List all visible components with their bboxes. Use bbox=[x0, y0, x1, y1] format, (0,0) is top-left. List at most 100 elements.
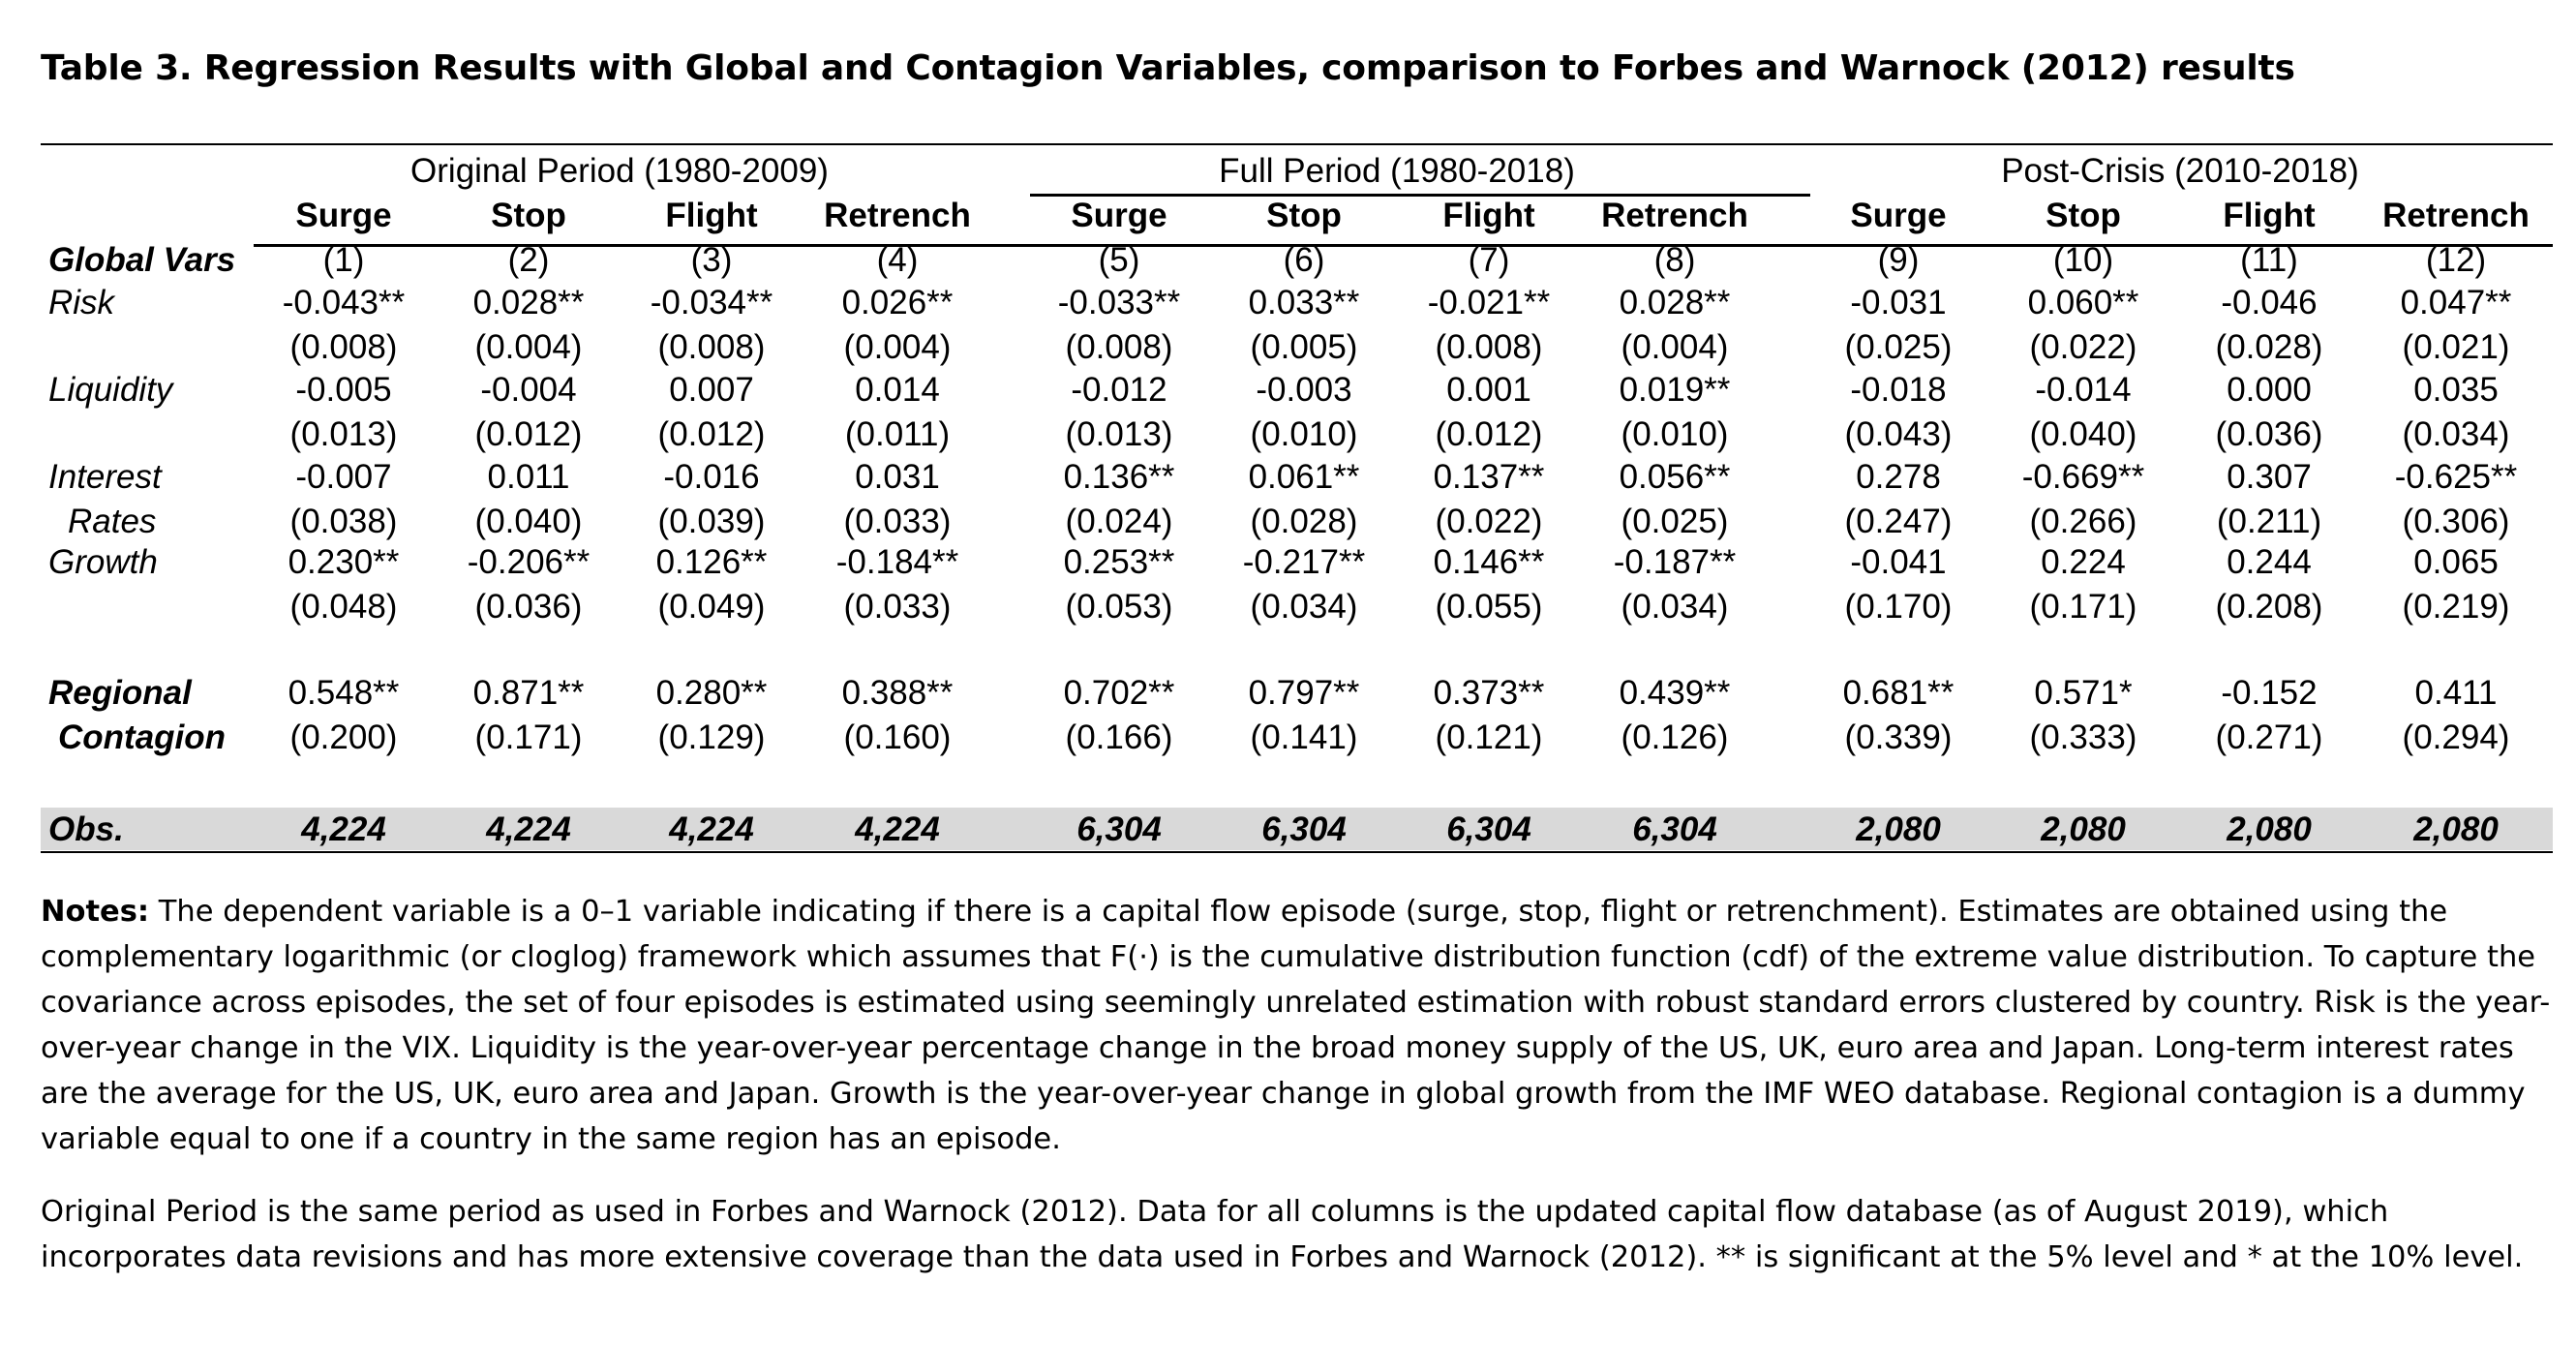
coefficient-cell: 0.031 bbox=[855, 458, 940, 496]
coefficient-cell: -0.041 bbox=[1850, 543, 1947, 581]
coefficient-cell: 0.548** bbox=[288, 674, 400, 712]
std-error-cell: (0.025) bbox=[1621, 503, 1729, 540]
std-error-cell: (0.008) bbox=[1065, 328, 1173, 366]
column-header-name: Surge bbox=[1071, 197, 1167, 234]
std-error-cell: (0.160) bbox=[843, 718, 952, 756]
column-header-number: (4) bbox=[876, 241, 919, 279]
std-error-cell: (0.028) bbox=[2215, 328, 2323, 366]
group-header: Post-Crisis (2010-2018) bbox=[2001, 152, 2359, 190]
coefficient-cell: 0.047** bbox=[2400, 284, 2512, 321]
coefficient-cell: -0.625** bbox=[2394, 458, 2518, 496]
std-error-cell: (0.306) bbox=[2402, 503, 2510, 540]
column-header-name: Flight bbox=[665, 197, 758, 234]
coefficient-cell: -0.031 bbox=[1850, 284, 1947, 321]
row-label: Interest bbox=[48, 458, 162, 496]
coefficient-cell: -0.033** bbox=[1057, 284, 1181, 321]
coefficient-cell: 0.000 bbox=[2227, 371, 2312, 409]
coefficient-cell: -0.005 bbox=[295, 371, 392, 409]
std-error-cell: (0.333) bbox=[2029, 718, 2137, 756]
coefficient-cell: 0.136** bbox=[1063, 458, 1175, 496]
column-header-number: (7) bbox=[1468, 241, 1510, 279]
coefficient-cell: 0.026** bbox=[841, 284, 954, 321]
coefficient-cell: 0.439** bbox=[1619, 674, 1731, 712]
std-error-cell: (0.170) bbox=[1844, 588, 1953, 626]
obs-cell: 6,304 bbox=[1446, 810, 1531, 848]
coefficient-cell: 0.028** bbox=[472, 284, 585, 321]
obs-label: Obs. bbox=[48, 810, 124, 848]
std-error-cell: (0.053) bbox=[1065, 588, 1173, 626]
std-error-cell: (0.049) bbox=[657, 588, 766, 626]
std-error-cell: (0.036) bbox=[2215, 415, 2323, 453]
std-error-cell: (0.013) bbox=[1065, 415, 1173, 453]
std-error-cell: (0.200) bbox=[289, 718, 398, 756]
column-header-number: (5) bbox=[1098, 241, 1140, 279]
group-rule-full-top bbox=[1030, 194, 1810, 197]
std-error-cell: (0.141) bbox=[1250, 718, 1358, 756]
coefficient-cell: -0.004 bbox=[480, 371, 577, 409]
column-header-name: Surge bbox=[295, 197, 392, 234]
coefficient-cell: -0.012 bbox=[1071, 371, 1167, 409]
std-error-cell: (0.039) bbox=[657, 503, 766, 540]
std-error-cell: (0.004) bbox=[474, 328, 583, 366]
group-rule-full bbox=[1030, 244, 1810, 247]
group-header: Original Period (1980-2009) bbox=[410, 152, 829, 190]
notes-text-1: The dependent variable is a 0–1 variable… bbox=[41, 895, 2551, 1156]
std-error-cell: (0.211) bbox=[2216, 503, 2322, 540]
notes-paragraph-2: Original Period is the same period as us… bbox=[41, 1195, 2524, 1274]
std-error-cell: (0.012) bbox=[657, 415, 766, 453]
table-top-rule bbox=[41, 143, 2553, 145]
column-header-number: (6) bbox=[1283, 241, 1325, 279]
std-error-cell: (0.294) bbox=[2402, 718, 2510, 756]
coefficient-cell: 0.001 bbox=[1446, 371, 1531, 409]
obs-cell: 4,224 bbox=[669, 810, 754, 848]
coefficient-cell: 0.411 bbox=[2414, 674, 2498, 712]
table-notes: Notes: The dependent variable is a 0–1 v… bbox=[41, 889, 2558, 1307]
coefficient-cell: 0.035 bbox=[2413, 371, 2499, 409]
contagion-label: Contagion bbox=[58, 718, 227, 756]
coefficient-cell: 0.280** bbox=[655, 674, 768, 712]
coefficient-cell: -0.003 bbox=[1256, 371, 1352, 409]
coefficient-cell: -0.034** bbox=[650, 284, 773, 321]
row-label: Rates bbox=[68, 503, 157, 540]
std-error-cell: (0.171) bbox=[474, 718, 583, 756]
coefficient-cell: 0.056** bbox=[1619, 458, 1731, 496]
coefficient-cell: 0.388** bbox=[841, 674, 954, 712]
std-error-cell: (0.010) bbox=[1621, 415, 1729, 453]
std-error-cell: (0.013) bbox=[289, 415, 398, 453]
coefficient-cell: -0.184** bbox=[835, 543, 959, 581]
std-error-cell: (0.033) bbox=[843, 588, 952, 626]
coefficient-cell: 0.011 bbox=[487, 458, 570, 496]
column-header-name: Retrench bbox=[1601, 197, 1748, 234]
std-error-cell: (0.012) bbox=[474, 415, 583, 453]
coefficient-cell: 0.137** bbox=[1433, 458, 1545, 496]
std-error-cell: (0.024) bbox=[1065, 503, 1173, 540]
coefficient-cell: 0.019** bbox=[1619, 371, 1731, 409]
obs-cell: 4,224 bbox=[486, 810, 571, 848]
std-error-cell: (0.339) bbox=[1844, 718, 1953, 756]
column-header-number: (1) bbox=[322, 241, 365, 279]
std-error-cell: (0.040) bbox=[2029, 415, 2137, 453]
coefficient-cell: 0.060** bbox=[2027, 284, 2139, 321]
std-error-cell: (0.129) bbox=[657, 718, 766, 756]
std-error-cell: (0.266) bbox=[2029, 503, 2137, 540]
contagion-label: Regional bbox=[48, 674, 192, 712]
std-error-cell: (0.021) bbox=[2402, 328, 2510, 366]
column-header-name: Surge bbox=[1850, 197, 1947, 234]
coefficient-cell: 0.278 bbox=[1856, 458, 1941, 496]
column-header-name: Retrench bbox=[824, 197, 971, 234]
coefficient-cell: 0.065 bbox=[2413, 543, 2499, 581]
obs-cell: 2,080 bbox=[2227, 810, 2312, 848]
coefficient-cell: -0.021** bbox=[1427, 284, 1551, 321]
coefficient-cell: 0.244 bbox=[2227, 543, 2312, 581]
obs-cell: 6,304 bbox=[1632, 810, 1717, 848]
obs-cell: 4,224 bbox=[855, 810, 940, 848]
std-error-cell: (0.055) bbox=[1435, 588, 1543, 626]
coefficient-cell: -0.016 bbox=[663, 458, 760, 496]
std-error-cell: (0.036) bbox=[474, 588, 583, 626]
coefficient-cell: 0.028** bbox=[1619, 284, 1731, 321]
column-header-name: Retrench bbox=[2382, 197, 2530, 234]
std-error-cell: (0.126) bbox=[1621, 718, 1729, 756]
group-rule-post-crisis bbox=[1804, 244, 2553, 247]
coefficient-cell: 0.230** bbox=[288, 543, 400, 581]
std-error-cell: (0.166) bbox=[1065, 718, 1173, 756]
